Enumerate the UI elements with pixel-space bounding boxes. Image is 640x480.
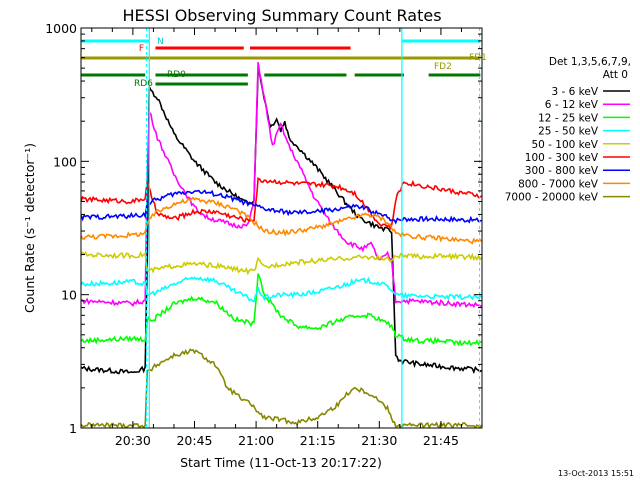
y-tick-label: 1000 [45,21,77,36]
footer-timestamp: 13-Oct-2013 15:51 [558,469,634,478]
attenuator-labels: N F FD1 FD2 RD0 RD6 [134,37,487,89]
x-axis-label: Start Time (11-Oct-13 20:17:22) [180,455,382,470]
bar-label-rd6: RD6 [134,79,153,89]
legend-label: 7000 - 20000 keV [505,192,599,204]
x-tick-label: 21:15 [300,433,336,448]
bar-label-n: N [157,37,164,47]
y-tick-label: 100 [53,154,77,169]
x-tick-label: 21:30 [361,433,397,448]
legend-label: 25 - 50 keV [538,126,599,138]
series-line [81,69,482,375]
series-line [81,250,482,276]
bar-label-fd1: FD1 [469,53,487,63]
x-tick-label: 20:45 [176,433,212,448]
legend-header: Att 0 [603,69,628,81]
legend-label: 6 - 12 keV [545,99,599,111]
x-axis: 20:30 20:45 21:00 21:15 21:30 21:45 [91,28,483,448]
chart-title: HESSI Observing Summary Count Rates [122,6,441,25]
y-axis: 1 10 100 1000 [45,21,482,436]
series-line [81,348,482,428]
series-line [81,273,482,347]
series-line [81,276,482,303]
x-tick-label: 21:45 [423,433,459,448]
series-line [81,196,482,245]
attenuator-bars [81,39,481,86]
plot-frame [80,27,483,429]
legend-header: Det 1,3,5,6,7,9, [549,56,631,68]
x-tick-label: 20:30 [115,433,151,448]
legend-label: 800 - 7000 keV [518,178,599,190]
legend-label: 3 - 6 keV [551,86,598,98]
y-axis-label: Count Rate (s⁻¹ detector⁻¹) [22,143,37,313]
x-tick-label: 21:00 [238,433,274,448]
series-line [81,62,482,309]
legend-label: 12 - 25 keV [538,112,599,124]
series-group [81,62,482,428]
y-tick-label: 1 [69,421,77,436]
series-line [81,177,482,231]
legend-label: 100 - 300 keV [525,152,599,164]
bar-label-rd0: RD0 [167,70,186,80]
legend-label: 50 - 100 keV [531,139,598,151]
series-line [81,189,482,225]
legend-label: 300 - 800 keV [525,165,599,177]
bar-label-fd2: FD2 [434,62,452,72]
y-tick-label: 10 [61,288,77,303]
state-lines [145,28,481,428]
bar-label-f: F [139,44,144,54]
